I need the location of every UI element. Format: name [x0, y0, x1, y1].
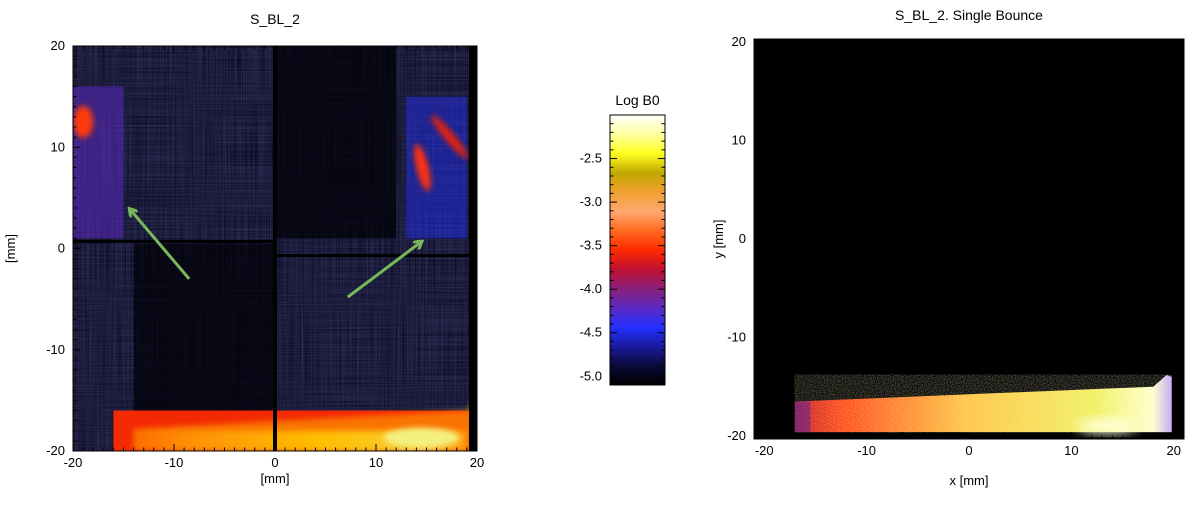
left-y-axis-label: [mm]: [3, 234, 18, 263]
left-heatmap-panel: S_BL_2 -20 -10 0 10 20 20 10 0 -10 -20 [mm] [mm]: [3, 11, 484, 486]
y-tick-label: 10: [732, 132, 746, 147]
colorbar-ticks: -2.5 -3.0 -3.5 -4.0 -4.5 -5.0: [580, 114, 665, 386]
colorbar-tick-label: -3.0: [580, 194, 602, 209]
annotation-arrows: [131, 210, 421, 299]
colorbar: Log B0 -2.5 -3.0 -3.5 -4.0 -4.5 -5.0: [580, 92, 666, 386]
single-bounce-edge: [794, 401, 811, 433]
x-tick-label: -20: [755, 443, 774, 458]
left-chart-title: S_BL_2: [250, 11, 300, 27]
colorbar-tick-label: -4.0: [580, 281, 602, 296]
right-y-axis-label: y [mm]: [711, 220, 726, 259]
x-tick-label: -10: [165, 455, 184, 470]
right-ticks: -20 -10 0 10 20 20 10 0 -10 -20: [727, 34, 1185, 458]
x-tick-label: 10: [369, 455, 383, 470]
y-tick-label: -10: [46, 342, 65, 357]
x-tick-label: -10: [857, 443, 876, 458]
colorbar-title: Log B0: [615, 92, 660, 108]
left-dark-quadrant: [275, 46, 397, 239]
right-heatmap-area: [754, 39, 1184, 439]
right-chart-title: S_BL_2. Single Bounce: [895, 7, 1043, 23]
y-tick-label: -20: [727, 428, 746, 443]
colorbar-tick-label: -5.0: [580, 368, 602, 383]
y-tick-label: 20: [732, 34, 746, 49]
left-ticks: -20 -10 0 10 20 20 10 0 -10 -20: [46, 38, 484, 470]
x-tick-label: 20: [470, 455, 484, 470]
x-tick-label: 10: [1064, 443, 1078, 458]
right-hot-regions: [794, 374, 1172, 434]
x-tick-label: 0: [965, 443, 972, 458]
colorbar-tick-label: -2.5: [580, 151, 602, 166]
x-tick-label: 20: [1167, 443, 1181, 458]
colorbar-gradient: [609, 114, 666, 386]
x-tick-label: -20: [64, 455, 83, 470]
bottom-band-peak: [383, 427, 460, 448]
colorbar-tick-label: -3.5: [580, 238, 602, 253]
green-arrow: [346, 242, 421, 299]
single-bounce-peak: [1077, 419, 1138, 434]
y-tick-label: 0: [58, 241, 65, 256]
y-tick-label: -10: [727, 330, 746, 345]
x-tick-label: 0: [271, 455, 278, 470]
colorbar-tick-label: -4.5: [580, 325, 602, 340]
left-hot-regions: [73, 46, 477, 451]
y-tick-label: 0: [739, 231, 746, 246]
left-x-axis-label: [mm]: [261, 471, 290, 486]
right-x-axis-label: x [mm]: [950, 473, 989, 488]
left-heatmap-area: [73, 46, 477, 451]
right-heatmap-panel: S_BL_2. Single Bounce -20 -10 0 10 20 20 10 0 -1…: [711, 7, 1185, 488]
green-arrow: [131, 210, 191, 280]
single-bounce-speckle: [794, 374, 1172, 433]
left-hot-spot: [73, 105, 94, 138]
y-tick-label: 20: [51, 38, 65, 53]
left-dark-quadrant: [133, 243, 275, 411]
y-tick-label: 10: [51, 139, 65, 154]
y-tick-label: -20: [46, 443, 65, 458]
right-plot-background: [754, 39, 1184, 439]
right-hot-streak: [414, 144, 431, 191]
right-hot-streak: [431, 115, 469, 159]
